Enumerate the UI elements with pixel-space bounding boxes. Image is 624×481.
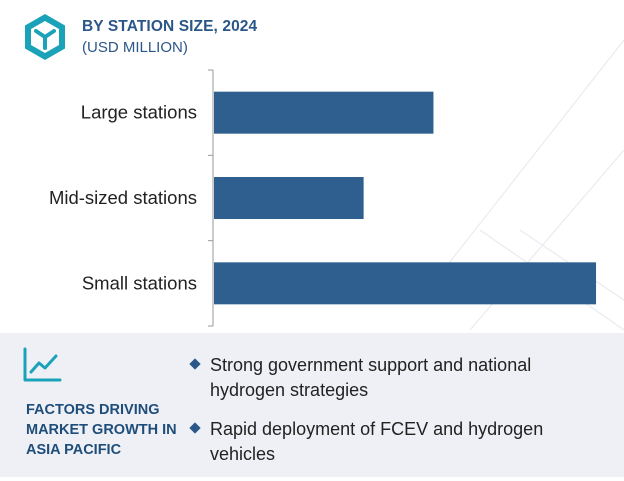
factor-item-text: Rapid deployment of FCEV and hydrogen ve… [210, 419, 544, 464]
factors-panel: FACTORS DRIVING MARKET GROWTH IN ASIA PA… [0, 333, 624, 477]
chart-category-labels: Large stations Mid-sized stations Small st… [49, 102, 197, 294]
logo-icon [25, 14, 65, 60]
chart-bars [214, 91, 597, 305]
chart-title: BY STATION SIZE, 2024 [82, 18, 258, 35]
factor-item: Strong government support and national h… [189, 353, 610, 403]
factor-item: Rapid deployment of FCEV and hydrogen ve… [189, 417, 610, 467]
chart-subtitle: (USD MILLION) [82, 39, 188, 56]
factors-title: FACTORS DRIVING MARKET GROWTH IN ASIA PA… [26, 402, 177, 458]
bullet-diamond-icon [189, 358, 201, 370]
category-label: Large stations [81, 102, 197, 123]
growth-chart-icon [23, 347, 62, 382]
chart-axis [208, 69, 214, 327]
bar-small-stations [214, 262, 597, 305]
bar-mid-sized-stations [214, 177, 364, 219]
category-label: Small stations [82, 272, 197, 293]
category-label: Mid-sized stations [49, 187, 197, 208]
factors-list: Strong government support and national h… [189, 353, 610, 481]
bullet-diamond-icon [189, 422, 201, 434]
chart-header: BY STATION SIZE, 2024 (USD MILLION) [22, 12, 422, 62]
factor-item-text: Strong government support and national h… [210, 355, 532, 400]
bar-large-stations [214, 91, 434, 134]
bar-chart: Large stations Mid-sized stations Small st… [49, 69, 597, 327]
